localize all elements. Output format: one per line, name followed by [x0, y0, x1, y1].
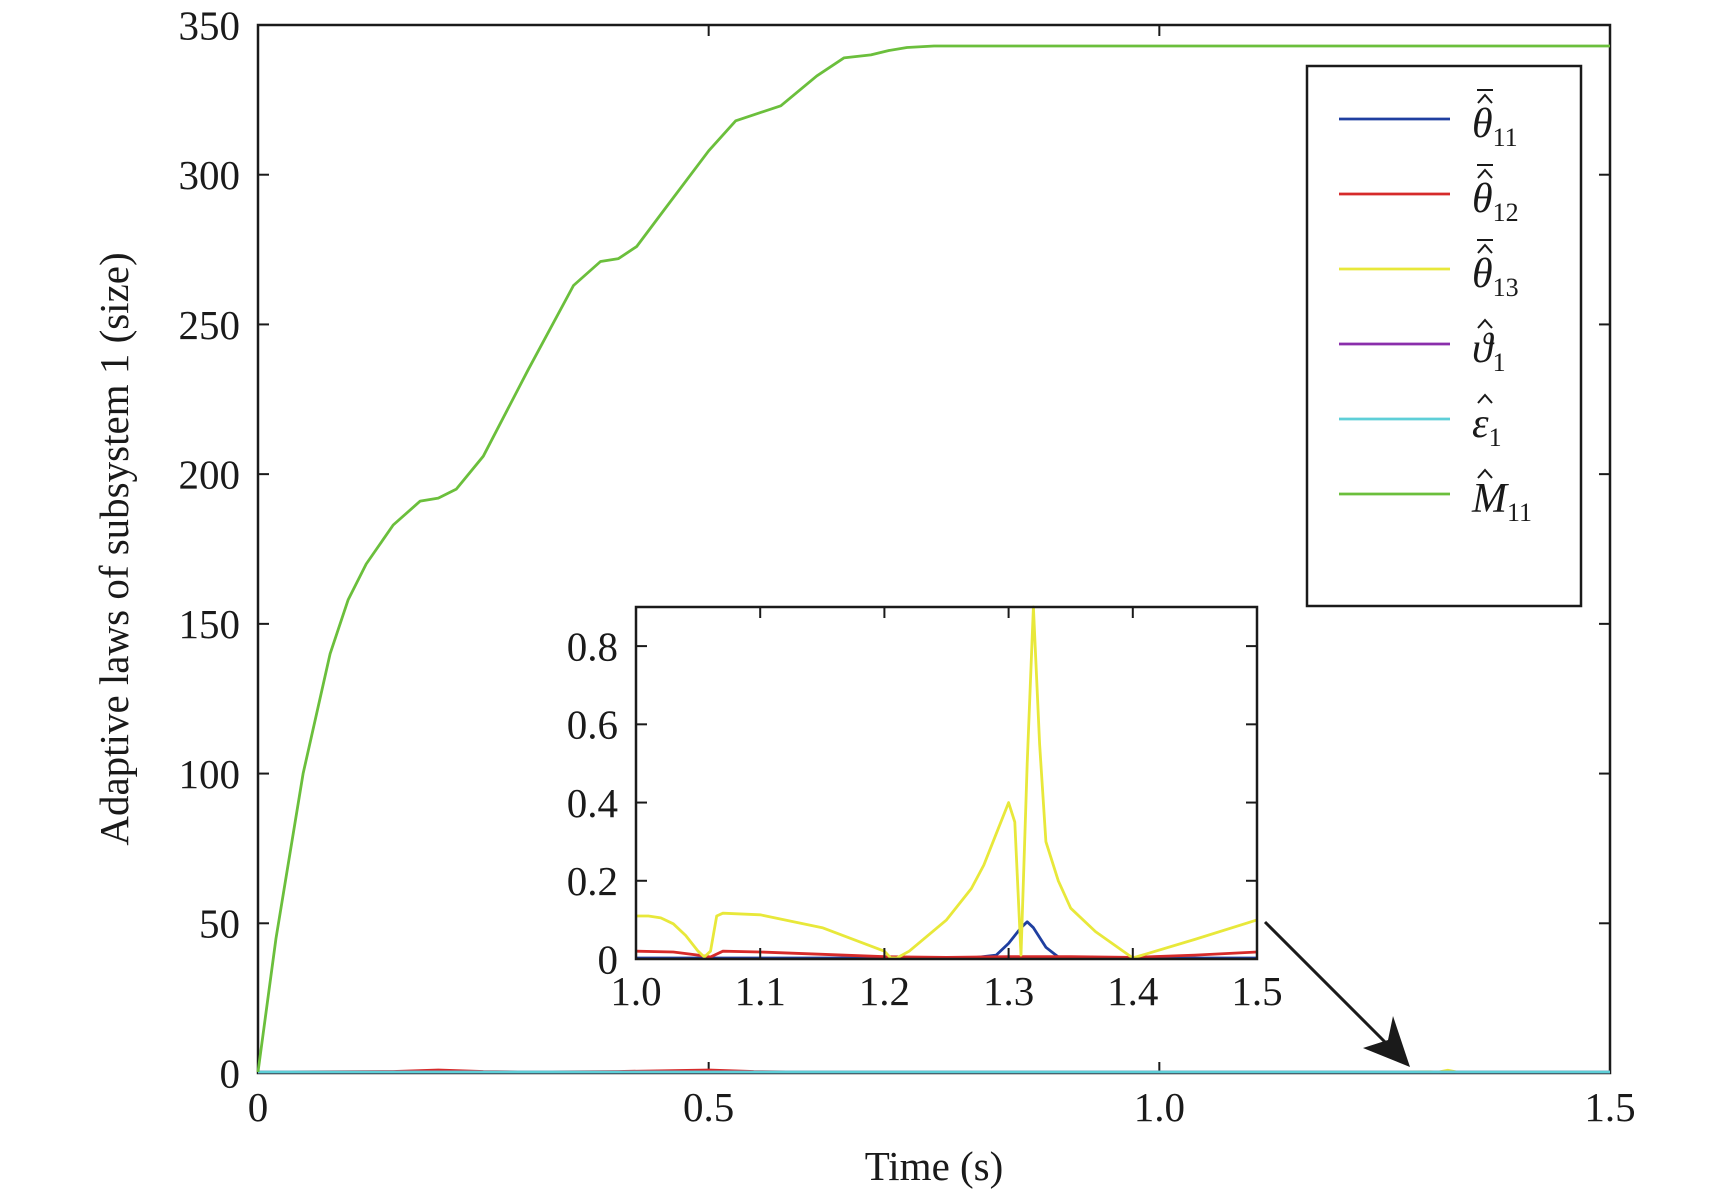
x-tick-label: 1.5	[1231, 968, 1282, 1014]
main-x-axis: 0 0.5 1.0 1.5	[248, 25, 1636, 1130]
y-tick-label: 0.6	[567, 702, 618, 748]
y-tick-label: 150	[179, 601, 241, 647]
x-tick-label: 0.5	[683, 1084, 734, 1130]
inset-series-lines	[635, 605, 1258, 960]
legend-box	[1305, 64, 1583, 608]
legend-label: θ13	[1472, 251, 1519, 302]
x-tick-label: 1.5	[1584, 1084, 1635, 1130]
inset-y-axis: 0 0.2 0.4 0.6 0.8	[567, 623, 1257, 982]
y-tick-label: 0.8	[567, 623, 618, 669]
hat-accent	[1477, 393, 1493, 404]
main-series-lines	[256, 44, 1610, 1074]
main-y-axis: 0 50 100 150 200 250 300 350	[179, 2, 1610, 1096]
x-axis-label: Time (s)	[865, 1143, 1004, 1189]
x-tick-label: 1.0	[1134, 1084, 1185, 1130]
inset-plot-background	[636, 607, 1257, 959]
x-tick-label: 1.2	[859, 968, 910, 1014]
hat-accent	[1477, 468, 1493, 479]
zoom-arrow-shaft	[1263, 920, 1392, 1049]
y-tick-label: 250	[179, 302, 241, 348]
y-tick-label: 0	[598, 936, 619, 982]
legend-label: M11	[1471, 476, 1532, 527]
legend-label: θ11	[1472, 101, 1518, 152]
legend-label: θ12	[1472, 176, 1519, 227]
hat-accent	[1477, 318, 1493, 329]
y-tick-label: 0	[220, 1050, 241, 1096]
hat-accent	[1477, 93, 1493, 104]
y-tick-label: 0.4	[567, 780, 618, 826]
series-line-6	[256, 44, 1610, 1073]
y-tick-label: 0.2	[567, 858, 618, 904]
y-axis-label: Adaptive laws of subsystem 1 (size)	[91, 252, 137, 845]
legend: θ11 θ12 θ13 ϑ1 ε1 M11	[1305, 64, 1583, 608]
inset-plot: 0 0.2 0.4 0.6 0.8 1.0 1.1 1.2 1.3 1.4 1.5	[567, 605, 1283, 1014]
legend-items: θ11 θ12 θ13 ϑ1 ε1 M11	[1339, 89, 1532, 527]
y-tick-label: 300	[179, 152, 241, 198]
zoom-arrow-head	[1363, 1016, 1410, 1067]
x-tick-label: 1.0	[610, 968, 661, 1014]
y-tick-label: 50	[199, 901, 240, 947]
legend-label: ε1	[1472, 401, 1502, 452]
legend-label: ϑ1	[1472, 326, 1506, 377]
inset-x-axis: 1.0 1.1 1.2 1.3 1.4 1.5	[610, 607, 1283, 1014]
series-line-3	[636, 605, 1258, 960]
main-plot: 0 50 100 150 200 250 300 350 0 0.5 1.0 1.5	[179, 2, 1636, 1130]
series-line-2	[635, 949, 1258, 959]
y-tick-label: 200	[179, 451, 241, 497]
y-tick-label: 350	[179, 2, 241, 48]
hat-accent	[1477, 168, 1493, 179]
x-tick-label: 1.1	[735, 968, 786, 1014]
x-tick-label: 1.3	[983, 968, 1034, 1014]
zoom-arrow	[1263, 920, 1410, 1067]
x-tick-label: 1.4	[1107, 968, 1158, 1014]
x-tick-label: 0	[248, 1084, 269, 1130]
y-tick-label: 100	[179, 751, 241, 797]
inset-plot-frame	[634, 605, 1259, 961]
hat-accent	[1477, 243, 1493, 254]
